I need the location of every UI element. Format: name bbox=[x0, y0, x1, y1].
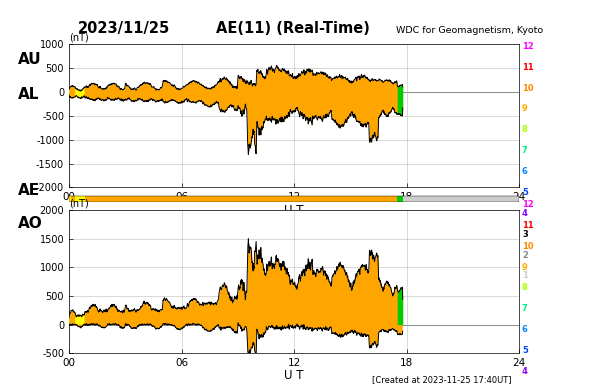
Text: 5: 5 bbox=[522, 346, 528, 355]
Text: 10: 10 bbox=[522, 83, 533, 93]
X-axis label: U T: U T bbox=[284, 369, 304, 383]
Text: 9: 9 bbox=[522, 105, 528, 113]
Text: 9: 9 bbox=[522, 262, 528, 271]
Text: 7: 7 bbox=[522, 304, 528, 313]
Text: (nT): (nT) bbox=[69, 199, 89, 209]
Text: 4: 4 bbox=[522, 209, 528, 218]
Text: AE: AE bbox=[18, 183, 40, 198]
Text: AL: AL bbox=[18, 87, 40, 102]
Text: 1: 1 bbox=[522, 271, 528, 280]
Text: 12: 12 bbox=[522, 42, 534, 51]
Text: 11: 11 bbox=[522, 221, 534, 230]
Text: 8: 8 bbox=[522, 283, 528, 292]
Text: 4: 4 bbox=[522, 367, 528, 376]
Text: 7: 7 bbox=[522, 146, 528, 155]
Text: 5: 5 bbox=[522, 188, 528, 197]
Text: 3: 3 bbox=[522, 230, 528, 239]
Text: AO: AO bbox=[18, 216, 43, 231]
Text: AE(11) (Real-Time): AE(11) (Real-Time) bbox=[216, 21, 370, 36]
Text: 6: 6 bbox=[522, 325, 528, 334]
X-axis label: U T: U T bbox=[284, 204, 304, 217]
Text: 11: 11 bbox=[522, 63, 534, 72]
Text: 8: 8 bbox=[522, 125, 528, 134]
Text: AU: AU bbox=[18, 52, 41, 67]
Text: 10: 10 bbox=[522, 242, 533, 251]
Text: (nT): (nT) bbox=[69, 33, 89, 43]
Text: 2: 2 bbox=[522, 251, 528, 259]
Text: 12: 12 bbox=[522, 200, 534, 209]
Text: WDC for Geomagnetism, Kyoto: WDC for Geomagnetism, Kyoto bbox=[396, 26, 543, 35]
Text: 2023/11/25: 2023/11/25 bbox=[78, 21, 170, 36]
Text: [Created at 2023-11-25 17:40UT]: [Created at 2023-11-25 17:40UT] bbox=[372, 375, 511, 384]
Text: 6: 6 bbox=[522, 167, 528, 176]
